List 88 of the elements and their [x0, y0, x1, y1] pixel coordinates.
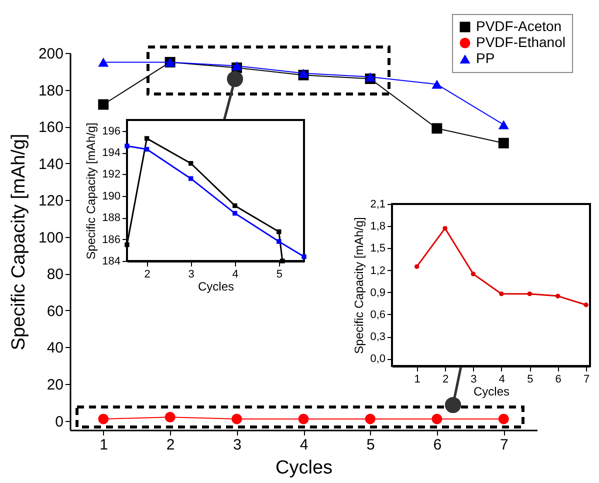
- legend-label: PP: [476, 50, 495, 66]
- point: [302, 254, 306, 260]
- point: [188, 176, 194, 181]
- point: [527, 291, 532, 296]
- point: [280, 258, 285, 264]
- point: [584, 302, 588, 308]
- y-tick-label: 200: [38, 46, 64, 62]
- y-tick-label: 140: [38, 156, 64, 173]
- legend-label: PVDF-Aceton: [476, 18, 562, 34]
- point: [98, 58, 109, 67]
- x-tick-label: 2: [442, 374, 449, 386]
- point: [498, 138, 509, 148]
- point: [432, 123, 442, 134]
- point: [432, 414, 442, 424]
- y-tick-label: 2,1: [370, 198, 386, 210]
- point: [498, 414, 509, 424]
- y-tick-label: 190: [102, 190, 120, 202]
- point: [144, 136, 150, 141]
- y-tick-label: 196: [102, 125, 120, 138]
- point: [232, 61, 242, 70]
- y-tick-label: 80: [46, 266, 64, 284]
- point: [556, 294, 560, 298]
- y-tick-label: 0,6: [370, 308, 386, 321]
- y-tick-label: 194: [102, 147, 120, 160]
- y-tick-label: 186: [102, 234, 120, 246]
- y-axis-title: Specific Capacity [mAh/g]: [84, 122, 98, 260]
- y-axis-title: Specific Capacity [mAh/g]: [8, 134, 30, 350]
- point: [232, 414, 242, 424]
- point: [470, 272, 476, 276]
- y-tick-label: 160: [38, 119, 64, 136]
- y-tick-label: 100: [38, 229, 64, 246]
- point: [499, 291, 504, 296]
- x-tick-label: 5: [276, 268, 282, 280]
- point: [124, 144, 130, 148]
- x-tick-label: 7: [583, 374, 590, 386]
- x-tick-label: 1: [414, 374, 420, 386]
- x-tick-label: 6: [555, 374, 562, 386]
- y-tick-label: 1,2: [370, 264, 386, 277]
- x-tick-label: 1: [100, 436, 108, 454]
- point: [98, 99, 109, 110]
- point: [124, 242, 130, 248]
- x-tick-label: 4: [300, 436, 308, 454]
- x-tick-label: 4: [498, 374, 505, 386]
- y-tick-label: 20: [46, 376, 64, 394]
- point: [364, 414, 376, 424]
- legend-label: PVDF-Ethanol: [476, 34, 566, 50]
- y-tick-label: 188: [102, 212, 120, 224]
- y-tick-label: 1,8: [370, 220, 386, 233]
- y-tick-label: 0,9: [370, 286, 386, 299]
- x-tick-label: 7: [500, 436, 508, 454]
- point: [232, 203, 238, 208]
- y-tick-label: 1,5: [370, 242, 386, 255]
- point: [298, 68, 309, 78]
- y-tick-label: 0,0: [370, 353, 386, 366]
- point: [98, 414, 109, 424]
- y-tick-label: 180: [38, 82, 64, 100]
- x-tick-label: 3: [188, 268, 194, 280]
- x-tick-label: 2: [166, 436, 175, 454]
- x-tick-label: 2: [144, 268, 150, 280]
- x-axis-title: Cycles: [473, 384, 510, 398]
- point: [276, 239, 282, 244]
- point: [144, 146, 150, 152]
- point: [432, 80, 442, 89]
- x-axis-title: Cycles: [198, 280, 234, 294]
- y-axis-title: Specific Capacity [mAh/g]: [352, 217, 366, 354]
- x-axis-title: Cycles: [275, 458, 333, 478]
- point: [188, 161, 194, 166]
- point: [414, 264, 420, 269]
- x-tick-label: 5: [366, 436, 375, 454]
- x-tick-label: 3: [470, 374, 477, 386]
- y-tick-label: 184: [102, 256, 120, 268]
- x-tick-label: 3: [233, 436, 242, 454]
- x-tick-label: 5: [527, 374, 534, 386]
- point: [232, 210, 238, 216]
- point: [364, 72, 376, 82]
- y-tick-label: 192: [102, 168, 120, 181]
- point: [298, 414, 309, 424]
- x-tick-label: 6: [433, 436, 442, 454]
- x-tick-label: 4: [232, 268, 238, 280]
- y-tick-label: 0,3: [370, 331, 386, 344]
- y-tick-label: 0: [55, 413, 64, 430]
- point: [442, 226, 448, 231]
- point: [498, 120, 509, 130]
- y-tick-label: 40: [46, 340, 64, 357]
- point: [164, 412, 176, 422]
- point: [276, 229, 282, 234]
- y-tick-label: 120: [38, 192, 64, 210]
- y-tick-label: 60: [46, 302, 64, 320]
